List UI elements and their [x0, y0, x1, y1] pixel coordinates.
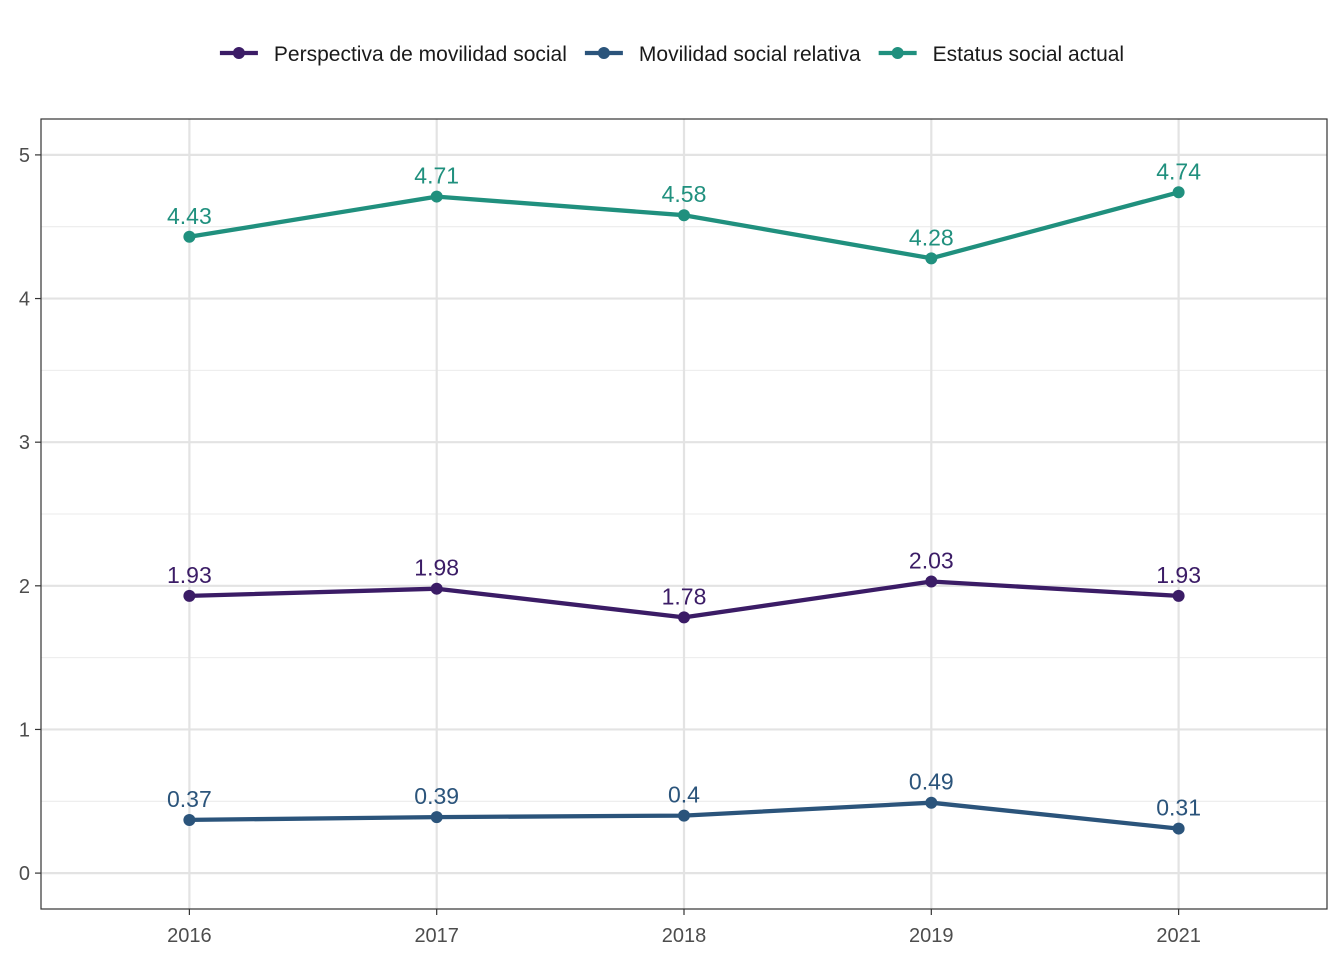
y-tick-label: 1: [19, 719, 30, 741]
data-label: 4.71: [414, 163, 459, 189]
data-label: 1.93: [1156, 562, 1201, 588]
y-tick-label: 2: [19, 576, 30, 598]
data-label: 4.28: [909, 224, 954, 250]
legend-key-point: [891, 47, 904, 59]
data-point: [430, 190, 443, 203]
data-label: 2.03: [909, 548, 954, 574]
legend-key-point: [597, 47, 610, 59]
series-layer: 1.93 1.98 1.78 2.03 1.93 0.37 0.39 0.4 0.49 0.31 4…: [167, 158, 1201, 835]
legend-item: Estatus social actual: [878, 43, 1124, 66]
legend-label: Perspectiva de movilidad social: [274, 43, 567, 66]
data-point: [925, 796, 938, 809]
x-tick-label: 2018: [662, 925, 707, 947]
data-point: [678, 611, 690, 624]
data-point: [678, 209, 690, 222]
y-tick-label: 0: [19, 863, 30, 885]
data-point: [430, 811, 443, 824]
legend-label: Movilidad social relativa: [639, 43, 861, 66]
x-tick-label: 2016: [167, 925, 212, 947]
legend-key-point: [232, 47, 245, 59]
legend: Perspectiva de movilidad social Movilidad…: [219, 43, 1124, 66]
data-point: [183, 230, 196, 243]
data-label: 0.4: [668, 782, 700, 808]
data-point: [1172, 186, 1185, 199]
data-label: 0.39: [414, 783, 459, 809]
data-point: [925, 575, 938, 588]
legend-item: Perspectiva de movilidad social: [219, 43, 567, 66]
y-tick-label: 4: [19, 289, 30, 311]
series-perspectiva-de-movilidad-social: 1.93 1.98 1.78 2.03 1.93: [167, 548, 1201, 624]
data-point: [183, 589, 196, 602]
x-tick-label: 2017: [414, 925, 459, 947]
series-movilidad-social-relativa: 0.37 0.39 0.4 0.49 0.31: [167, 769, 1201, 835]
y-tick-label: 5: [19, 145, 30, 167]
x-tick-label: 2019: [909, 925, 954, 947]
data-point: [430, 582, 443, 595]
data-label: 1.93: [167, 562, 212, 588]
y-tick-label: 3: [19, 432, 30, 454]
legend-label: Estatus social actual: [933, 43, 1124, 66]
data-label: 1.78: [662, 583, 707, 609]
x-tick-label: 2021: [1156, 925, 1201, 947]
data-label: 0.37: [167, 786, 212, 812]
data-point: [678, 809, 690, 822]
data-point: [925, 252, 938, 265]
data-label: 1.98: [414, 555, 459, 581]
data-label: 4.58: [662, 181, 707, 207]
series-estatus-social-actual: 4.43 4.71 4.58 4.28 4.74: [167, 158, 1201, 265]
data-label: 4.43: [167, 203, 212, 229]
data-label: 0.49: [909, 769, 954, 795]
data-point: [1172, 822, 1185, 835]
legend-item: Movilidad social relativa: [584, 43, 861, 66]
data-label: 4.74: [1156, 158, 1201, 184]
axes: 0 1 2 3 4 5 2016 2017 2018 2019 2021: [19, 145, 1201, 947]
data-point: [183, 813, 196, 826]
data-label: 0.31: [1156, 795, 1201, 821]
data-point: [1172, 589, 1185, 602]
